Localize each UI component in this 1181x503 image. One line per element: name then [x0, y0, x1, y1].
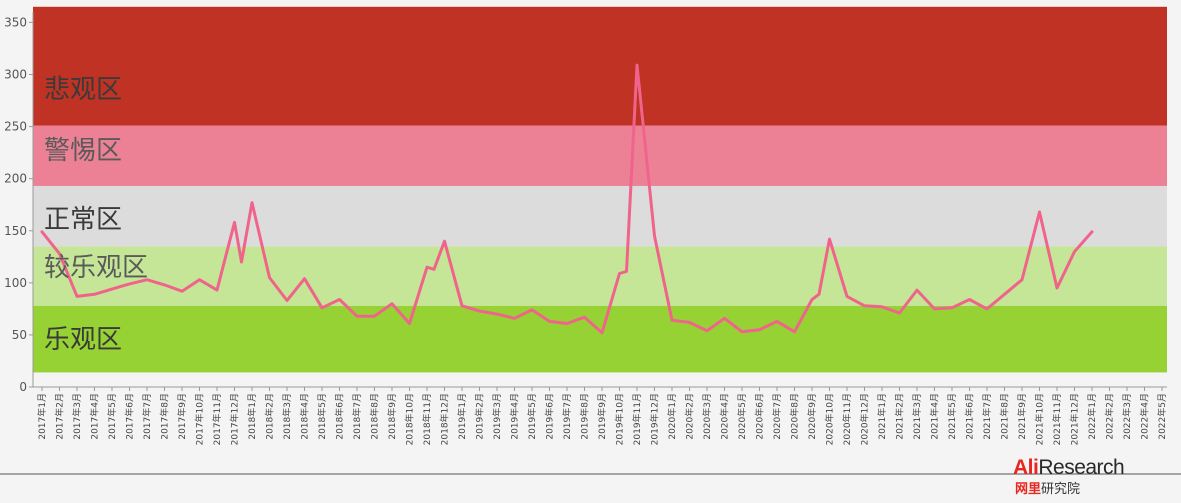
x-tick-label-4: 2017年5月: [106, 393, 118, 440]
logo-wordmark: AliResearch: [1013, 456, 1124, 480]
x-tick-label-2: 2017年3月: [71, 393, 83, 440]
x-tick-label-1: 2017年2月: [54, 393, 66, 440]
x-tick-label-42: 2020年7月: [771, 393, 783, 440]
logo-ali: Ali: [1013, 456, 1038, 479]
logo-cn-a: 网里: [1015, 482, 1041, 497]
zone-band-3: [33, 126, 1167, 186]
x-tick-label-37: 2020年2月: [684, 393, 696, 440]
x-tick-label-19: 2018年8月: [369, 393, 381, 440]
x-tick-label-12: 2018年1月: [246, 393, 258, 440]
y-tick-label-4: 200: [4, 172, 27, 186]
zone-label-4: 悲观区: [44, 75, 122, 105]
x-tick-label-36: 2020年1月: [666, 393, 678, 440]
x-tick-label-14: 2018年3月: [281, 393, 293, 440]
y-tick-label-5: 250: [4, 120, 27, 134]
x-tick-label-33: 2019年10月: [614, 393, 626, 445]
aliresearch-logo: AliResearch 网里研究院: [1013, 456, 1153, 496]
x-tick-label-55: 2021年8月: [999, 393, 1011, 440]
x-tick-label-27: 2019年4月: [509, 393, 521, 440]
x-tick-label-64: 2022年5月: [1156, 393, 1168, 440]
x-tick-label-60: 2022年1月: [1086, 393, 1098, 440]
zone-label-1: 较乐观区: [44, 253, 148, 283]
x-axis: 2017年1月 2017年2月 2017年3月 2017年4月 2017年5月 2017年…: [0, 387, 1181, 474]
x-tick-label-50: 2021年3月: [911, 393, 923, 440]
logo-chinese: 网里研究院: [1015, 478, 1080, 497]
x-tick-label-48: 2021年1月: [876, 393, 888, 440]
x-tick-label-63: 2022年4月: [1139, 393, 1151, 440]
zone-bands: [33, 7, 1167, 373]
x-tick-label-62: 2022年3月: [1121, 393, 1133, 440]
x-tick-label-10: 2017年11月: [211, 393, 223, 445]
x-tick-label-44: 2020年9月: [806, 393, 818, 440]
y-tick-label-6: 300: [4, 68, 27, 82]
x-tick-label-26: 2019年3月: [491, 393, 503, 440]
x-tick-label-20: 2018年9月: [386, 393, 398, 440]
x-tick-label-56: 2021年9月: [1016, 393, 1028, 440]
x-tick-label-43: 2020年8月: [789, 393, 801, 440]
zone-band-2: [33, 186, 1167, 246]
x-tick-label-47: 2020年12月: [859, 393, 871, 445]
x-tick-label-11: 2017年12月: [229, 393, 241, 445]
x-tick-label-58: 2021年11月: [1051, 393, 1063, 445]
logo-research: Research: [1038, 456, 1124, 479]
x-tick-label-53: 2021年6月: [964, 393, 976, 440]
x-tick-label-34: 2019年11月: [631, 393, 643, 445]
zone-label-3: 警惕区: [44, 136, 122, 166]
x-tick-label-32: 2019年9月: [596, 393, 608, 440]
y-tick-label-7: 350: [4, 15, 27, 29]
x-tick-label-3: 2017年4月: [89, 393, 101, 440]
x-tick-label-30: 2019年7月: [561, 393, 573, 440]
x-tick-label-49: 2021年2月: [894, 393, 906, 440]
zone-band-1: [33, 246, 1167, 305]
x-tick-label-52: 2021年5月: [946, 393, 958, 440]
x-tick-label-16: 2018年5月: [316, 393, 328, 440]
y-tick-label-0: 0: [19, 380, 27, 394]
x-tick-label-9: 2017年10月: [194, 393, 206, 445]
x-tick-label-35: 2019年12月: [649, 393, 661, 445]
x-tick-label-0: 2017年1月: [36, 393, 48, 440]
x-tick-label-5: 2017年6月: [124, 393, 136, 440]
y-axis: 0 50 100 150 200 250 300 350: [4, 12, 33, 394]
x-tick-label-51: 2021年4月: [929, 393, 941, 440]
x-tick-label-54: 2021年7月: [981, 393, 993, 440]
x-tick-label-21: 2018年10月: [404, 393, 416, 445]
x-tick-label-46: 2020年11月: [841, 393, 853, 445]
zone-label-0: 乐观区: [44, 325, 122, 355]
x-tick-label-24: 2019年1月: [456, 393, 468, 440]
x-tick-label-29: 2019年6月: [544, 393, 556, 440]
y-tick-label-1: 50: [12, 328, 27, 342]
y-tick-label-3: 150: [4, 224, 27, 238]
x-tick-label-22: 2018年11月: [421, 393, 433, 445]
x-tick-label-41: 2020年6月: [754, 393, 766, 440]
x-tick-label-23: 2018年12月: [439, 393, 451, 445]
x-tick-label-8: 2017年9月: [176, 393, 188, 440]
x-tick-label-28: 2019年5月: [526, 393, 538, 440]
logo-cn-b: 研究院: [1041, 482, 1080, 497]
zone-label-2: 正常区: [44, 205, 122, 235]
x-tick-label-17: 2018年6月: [334, 393, 346, 440]
x-tick-label-15: 2018年4月: [299, 393, 311, 440]
x-tick-label-18: 2018年7月: [351, 393, 363, 440]
x-tick-label-38: 2020年3月: [701, 393, 713, 440]
zone-band-4: [33, 7, 1167, 126]
x-tick-label-6: 2017年7月: [141, 393, 153, 440]
x-tick-label-57: 2021年10月: [1034, 393, 1046, 445]
y-tick-label-2: 100: [4, 276, 27, 290]
x-tick-label-13: 2018年2月: [264, 393, 276, 440]
x-tick-label-25: 2019年2月: [474, 393, 486, 440]
zone-band-0: [33, 306, 1167, 373]
x-tick-label-45: 2020年10月: [824, 393, 836, 445]
x-tick-label-59: 2021年12月: [1069, 393, 1081, 445]
x-tick-label-31: 2019年8月: [579, 393, 591, 440]
x-tick-label-39: 2020年4月: [719, 393, 731, 440]
x-tick-label-40: 2020年5月: [736, 393, 748, 440]
x-tick-label-61: 2022年2月: [1104, 393, 1116, 440]
x-tick-label-7: 2017年8月: [159, 393, 171, 440]
